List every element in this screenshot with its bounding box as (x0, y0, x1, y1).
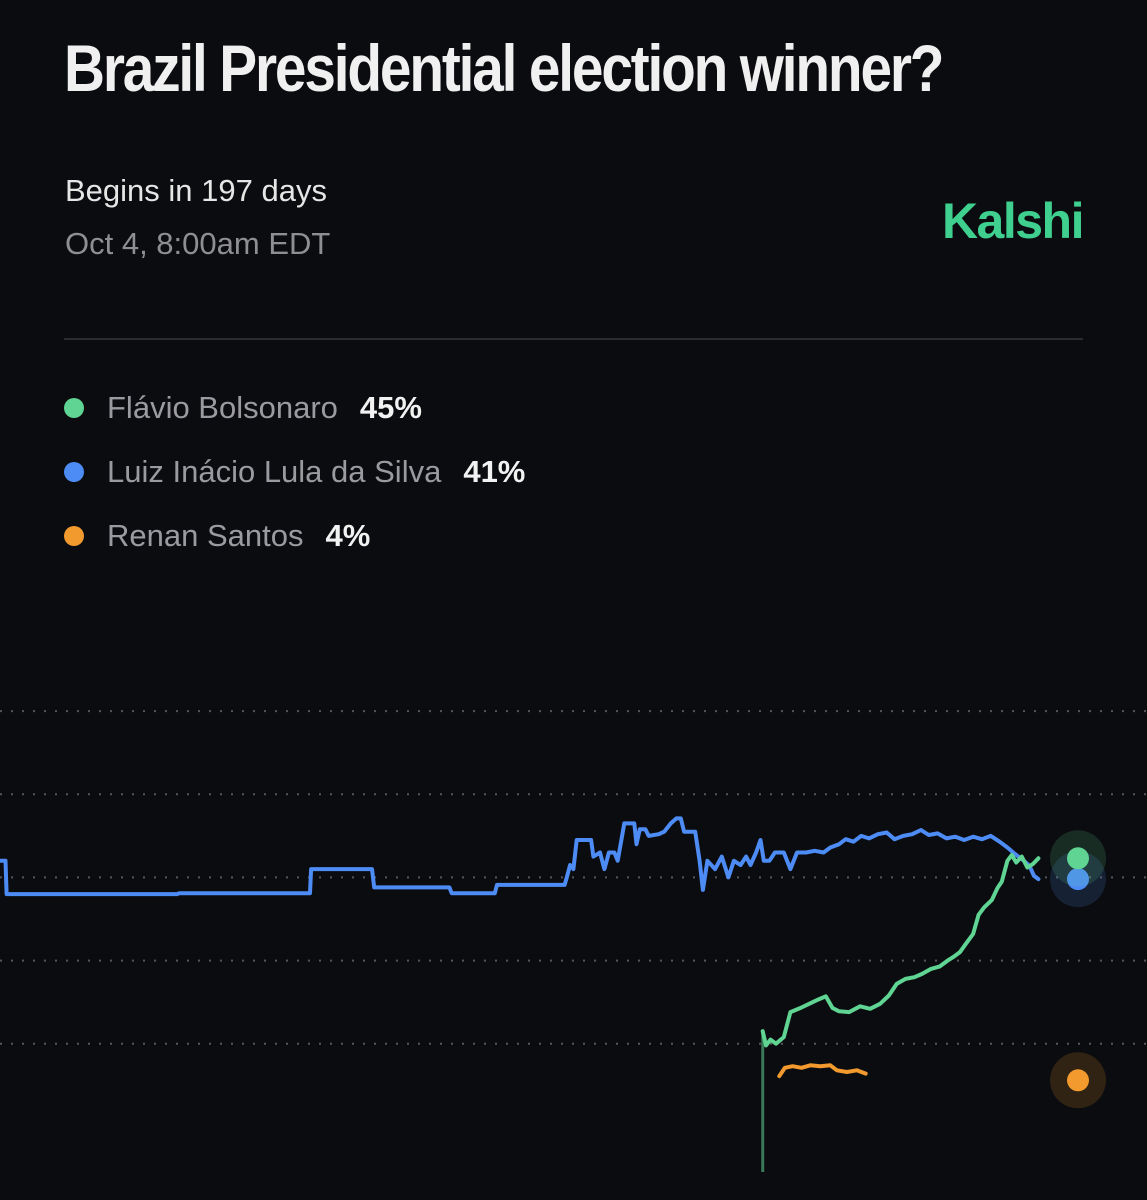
series-end-dot-1[interactable] (1067, 847, 1089, 870)
series-line-2 (777, 1063, 868, 1079)
legend-name: Luiz Inácio Lula da Silva (107, 454, 442, 489)
legend-name: Renan Santos (107, 518, 304, 553)
santos-dot-icon (64, 526, 84, 546)
begins-countdown: Begins in 197 days (65, 173, 327, 208)
legend-name: Flávio Bolsonaro (107, 390, 338, 425)
kalshi-logo[interactable]: Kalshi (941, 193, 1085, 249)
legend-value: 4% (325, 518, 371, 553)
legend-value: 45% (359, 390, 422, 425)
bolsonaro-dot-icon (64, 398, 84, 418)
series-end-dot-2[interactable] (1067, 1069, 1089, 1092)
series-line-0 (0, 816, 1041, 897)
series-end-dot-0[interactable] (1067, 868, 1089, 891)
legend: Flávio Bolsonaro 45% Luiz Inácio Lula da… (64, 385, 525, 577)
legend-item-lula[interactable]: Luiz Inácio Lula da Silva 41% (64, 449, 525, 495)
series-line-1 (760, 853, 1041, 1048)
divider (64, 338, 1083, 340)
legend-item-santos[interactable]: Renan Santos 4% (64, 513, 525, 559)
legend-item-bolsonaro[interactable]: Flávio Bolsonaro 45% (64, 385, 525, 431)
legend-value: 41% (463, 454, 526, 489)
event-date: Oct 4, 8:00am EDT (65, 226, 331, 261)
page-title: Brazil Presidential election winner? (64, 31, 944, 105)
lula-dot-icon (64, 462, 84, 482)
